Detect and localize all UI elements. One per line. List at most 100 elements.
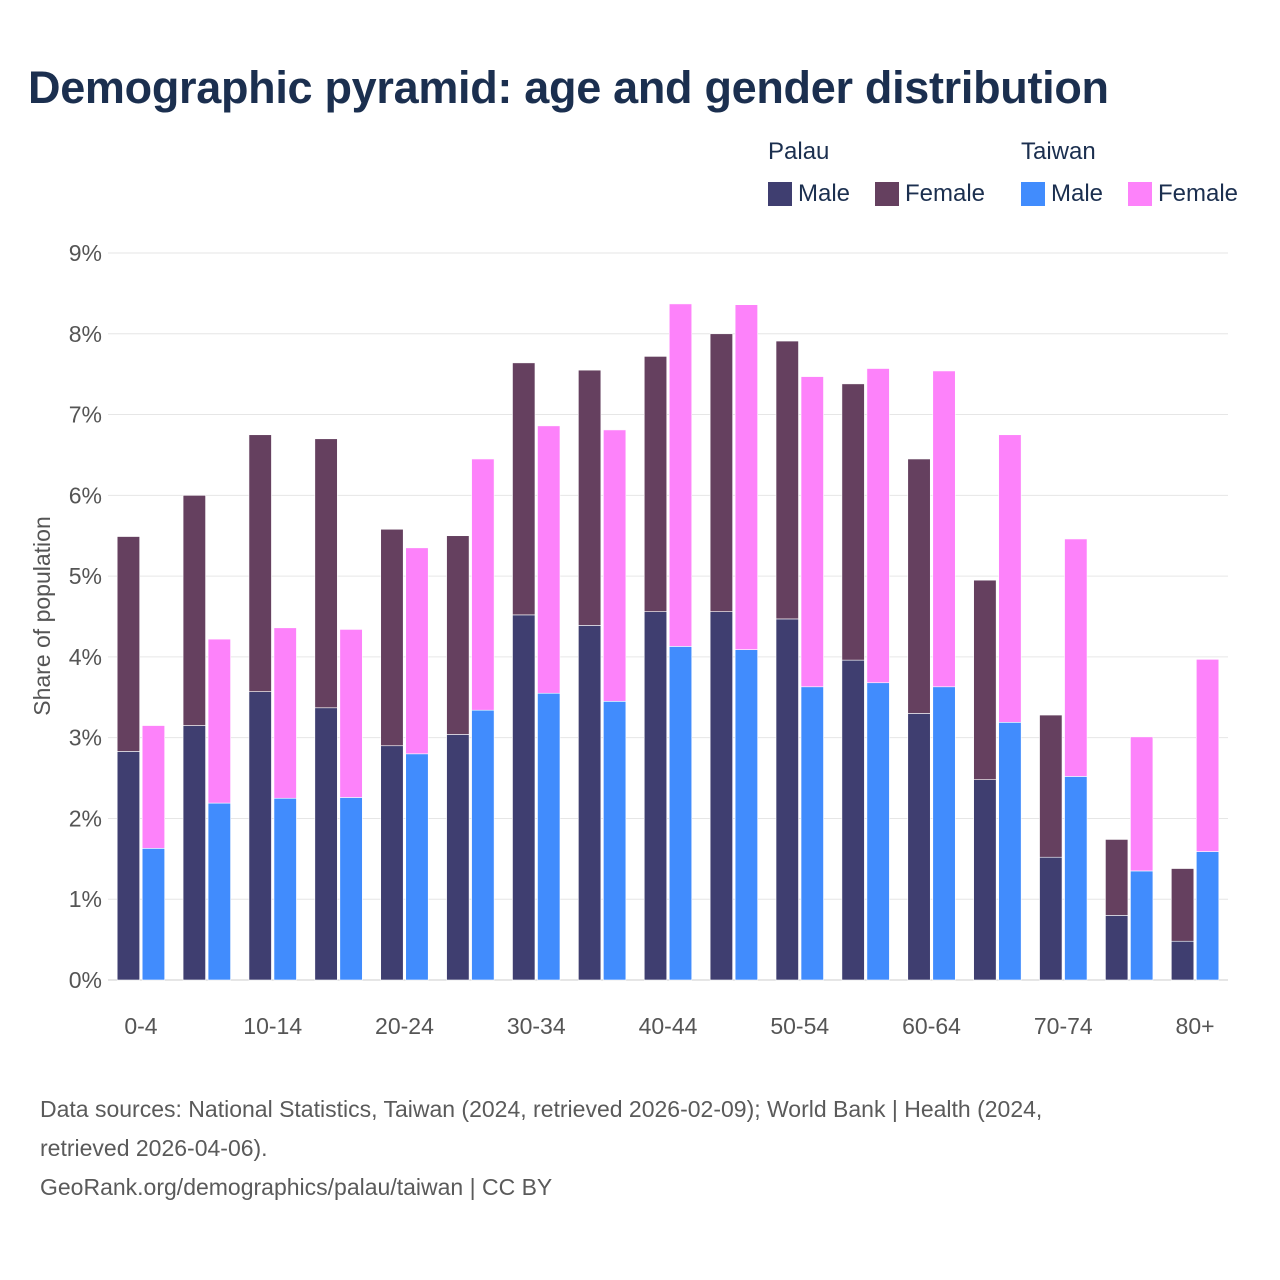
bar-taiwan-male-10-14[interactable] — [273, 797, 297, 981]
bar-taiwan-male-55-59[interactable] — [866, 682, 890, 981]
y-tick-label: 1% — [69, 886, 102, 912]
legend-swatch-taiwan-female — [1128, 182, 1152, 206]
x-tick-label: 20-24 — [375, 1013, 434, 1039]
bar-palau-male-70-74[interactable] — [1039, 856, 1063, 981]
bar-taiwan-female-5-9[interactable] — [207, 638, 231, 804]
bar-taiwan-female-15-19[interactable] — [339, 629, 363, 798]
bar-taiwan-female-35-39[interactable] — [603, 429, 627, 702]
x-tick-label: 40-44 — [639, 1013, 698, 1039]
bar-taiwan-male-80+[interactable] — [1196, 851, 1220, 981]
y-tick-label: 9% — [69, 240, 102, 266]
bar-palau-female-75-79[interactable] — [1105, 839, 1129, 916]
legend-item-taiwan-male[interactable]: Male — [1021, 180, 1103, 208]
bar-taiwan-male-60-64[interactable] — [932, 686, 956, 981]
y-tick-label: 2% — [69, 805, 102, 831]
bar-taiwan-female-65-69[interactable] — [998, 434, 1022, 723]
bar-taiwan-female-45-49[interactable] — [734, 304, 758, 650]
bar-taiwan-male-0-4[interactable] — [141, 848, 165, 981]
bar-palau-female-30-34[interactable] — [512, 362, 536, 616]
bar-taiwan-female-10-14[interactable] — [273, 627, 297, 799]
bar-palau-female-35-39[interactable] — [578, 369, 602, 626]
x-tick-label: 0-4 — [124, 1013, 157, 1039]
bar-palau-female-80+[interactable] — [1171, 868, 1195, 942]
bar-taiwan-male-20-24[interactable] — [405, 753, 429, 981]
bar-palau-male-80+[interactable] — [1171, 940, 1195, 981]
bar-palau-female-20-24[interactable] — [380, 528, 404, 747]
bar-palau-female-5-9[interactable] — [182, 495, 206, 726]
bar-palau-male-30-34[interactable] — [512, 614, 536, 981]
bar-palau-male-15-19[interactable] — [314, 707, 338, 981]
bar-palau-male-55-59[interactable] — [841, 659, 865, 981]
bar-taiwan-female-80+[interactable] — [1196, 659, 1220, 852]
chart-title: Demographic pyramid: age and gender dist… — [28, 62, 1109, 113]
bar-palau-male-75-79[interactable] — [1105, 915, 1129, 981]
bar-taiwan-male-40-44[interactable] — [668, 646, 693, 981]
bar-palau-male-0-4[interactable] — [116, 751, 140, 981]
x-tick-label: 50-54 — [770, 1013, 829, 1039]
bar-taiwan-female-55-59[interactable] — [866, 368, 890, 684]
bar-taiwan-male-35-39[interactable] — [603, 701, 627, 981]
bar-palau-female-45-49[interactable] — [709, 333, 733, 612]
bar-taiwan-male-50-54[interactable] — [800, 686, 824, 981]
footer-attribution[interactable]: GeoRank.org/demographics/palau/taiwan | … — [40, 1174, 553, 1200]
chart-plot: 0% 1% 2% 3% 4% 5% 6% 7% 8% 9% 0-4 10-14 20-24 30-34 40… — [29, 240, 1228, 1039]
x-tick-label: 60-64 — [902, 1013, 961, 1039]
bar-taiwan-male-65-69[interactable] — [998, 722, 1022, 981]
bar-palau-male-60-64[interactable] — [907, 713, 931, 981]
bar-taiwan-female-30-34[interactable] — [537, 425, 561, 694]
legend-label-palau-female: Female — [905, 180, 986, 207]
bar-palau-male-10-14[interactable] — [248, 691, 272, 981]
bar-palau-male-20-24[interactable] — [380, 745, 404, 981]
bar-taiwan-female-70-74[interactable] — [1064, 538, 1088, 777]
y-tick-label: 5% — [69, 563, 102, 589]
bar-palau-male-35-39[interactable] — [578, 625, 602, 981]
legend-group-taiwan: Taiwan — [1021, 138, 1096, 165]
axis-layer: 0% 1% 2% 3% 4% 5% 6% 7% 8% 9% 0-4 10-14 20-24 30-34 40… — [69, 240, 1215, 1039]
legend-label-taiwan-male: Male — [1051, 180, 1104, 207]
legend-item-palau-male[interactable]: Male — [768, 180, 850, 208]
bar-taiwan-female-20-24[interactable] — [405, 547, 429, 755]
legend-swatch-palau-male — [768, 182, 792, 206]
bar-palau-female-15-19[interactable] — [314, 438, 338, 709]
legend-label-taiwan-female: Female — [1158, 180, 1239, 207]
legend-label-palau-male: Male — [798, 180, 851, 207]
bar-palau-female-0-4[interactable] — [116, 536, 140, 752]
bar-palau-male-5-9[interactable] — [182, 725, 206, 981]
bar-taiwan-female-0-4[interactable] — [141, 725, 165, 849]
y-tick-label: 8% — [69, 321, 102, 347]
bar-taiwan-male-45-49[interactable] — [734, 649, 758, 981]
bar-palau-male-65-69[interactable] — [973, 779, 997, 981]
bar-palau-female-50-54[interactable] — [775, 340, 799, 620]
bar-palau-female-70-74[interactable] — [1039, 714, 1063, 858]
bar-palau-male-45-49[interactable] — [709, 611, 733, 981]
bar-palau-female-60-64[interactable] — [907, 458, 931, 714]
bar-taiwan-male-30-34[interactable] — [537, 692, 561, 981]
bar-taiwan-male-70-74[interactable] — [1064, 776, 1088, 981]
y-tick-label: 3% — [69, 725, 102, 751]
legend-group-palau: Palau — [768, 138, 830, 165]
bar-palau-male-50-54[interactable] — [775, 618, 799, 981]
bar-taiwan-male-25-29[interactable] — [471, 709, 495, 981]
bars-layer — [116, 303, 1220, 981]
bar-palau-female-40-44[interactable] — [643, 356, 668, 612]
y-tick-label: 0% — [69, 967, 102, 993]
bar-taiwan-male-5-9[interactable] — [207, 802, 231, 981]
bar-taiwan-male-75-79[interactable] — [1130, 870, 1154, 981]
legend-item-taiwan-female[interactable]: Female — [1128, 180, 1238, 208]
bar-palau-female-10-14[interactable] — [248, 434, 272, 692]
legend-swatch-palau-female — [875, 182, 899, 206]
bar-palau-male-25-29[interactable] — [446, 734, 470, 981]
legend-item-palau-female[interactable]: Female — [875, 180, 985, 208]
bar-palau-female-55-59[interactable] — [841, 383, 865, 661]
y-tick-label: 7% — [69, 402, 102, 428]
bar-taiwan-female-40-44[interactable] — [668, 303, 693, 647]
y-tick-label: 6% — [69, 482, 102, 508]
bar-taiwan-female-50-54[interactable] — [800, 376, 824, 688]
bar-taiwan-male-15-19[interactable] — [339, 797, 363, 981]
bar-palau-female-65-69[interactable] — [973, 579, 997, 780]
bar-taiwan-female-25-29[interactable] — [471, 458, 495, 711]
bar-palau-female-25-29[interactable] — [446, 535, 470, 735]
bar-taiwan-female-75-79[interactable] — [1130, 736, 1154, 872]
bar-taiwan-female-60-64[interactable] — [932, 370, 956, 688]
bar-palau-male-40-44[interactable] — [643, 611, 668, 981]
